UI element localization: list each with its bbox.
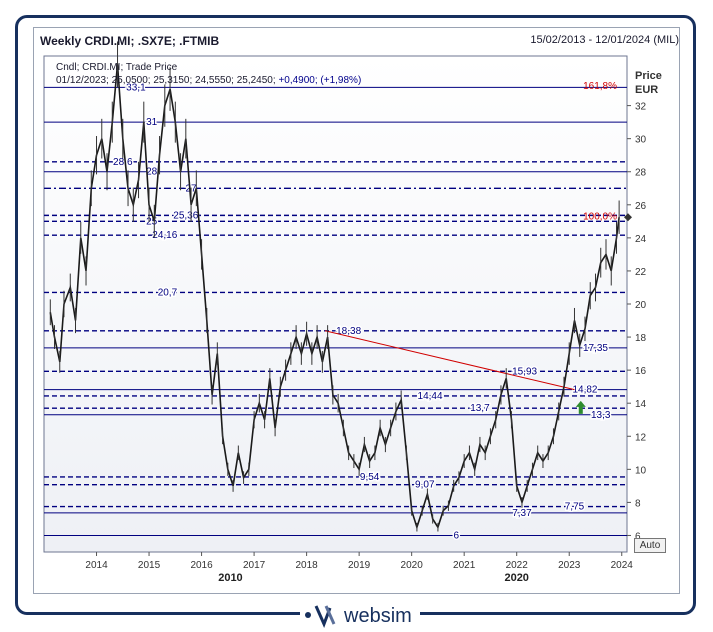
y-tick-label: 14 bbox=[635, 399, 647, 410]
x-tick-label: 2024 bbox=[611, 560, 634, 571]
y-tick-label: 18 bbox=[635, 333, 647, 344]
fibonacci-label: 100,0% bbox=[583, 212, 617, 223]
level-label: 17,35 bbox=[583, 343, 608, 354]
level-label: 28 bbox=[146, 167, 158, 178]
price-label: Price bbox=[635, 70, 662, 82]
y-tick-label: 8 bbox=[635, 498, 641, 509]
level-label: 31 bbox=[146, 117, 158, 128]
x-tick-label: 2020 bbox=[401, 560, 424, 571]
level-label: 25,36 bbox=[173, 210, 198, 221]
y-tick-label: 32 bbox=[635, 102, 647, 113]
legend-values: 25,0500; 25,3150; 24,5550; 25,2450; bbox=[111, 75, 276, 86]
websim-logo: websim bbox=[300, 600, 420, 630]
y-tick-label: 10 bbox=[635, 465, 647, 476]
y-tick-label: 22 bbox=[635, 267, 647, 278]
level-label: 13,3 bbox=[591, 410, 611, 421]
level-label: 14,44 bbox=[418, 391, 443, 402]
x-tick-label: 2015 bbox=[138, 560, 161, 571]
x-tick-label: 2023 bbox=[558, 560, 581, 571]
level-label: 9,07 bbox=[415, 480, 435, 491]
y-tick-label: 16 bbox=[635, 366, 647, 377]
level-label: 28,6 bbox=[113, 157, 133, 168]
level-label: 20,7 bbox=[158, 287, 178, 298]
level-label: 14,82 bbox=[572, 385, 597, 396]
last-price-marker bbox=[624, 213, 632, 222]
level-label: 7,75 bbox=[565, 502, 585, 513]
legend-date: 01/12/2023; bbox=[56, 75, 109, 86]
y-tick-label: 20 bbox=[635, 300, 647, 311]
level-label: 6 bbox=[454, 530, 460, 541]
level-label: 24,16 bbox=[152, 230, 177, 241]
x-tick-label: 2022 bbox=[506, 560, 529, 571]
up-arrow-icon bbox=[575, 400, 586, 414]
fibonacci-label: 161,8% bbox=[583, 81, 617, 92]
price-axis-label: Price EUR bbox=[635, 69, 662, 97]
websim-logo-text: websim bbox=[344, 605, 412, 627]
date-range: 15/02/2013 - 12/01/2024 (MIL) bbox=[530, 34, 679, 46]
auto-scale-button[interactable]: Auto bbox=[634, 538, 666, 553]
x-decade-label: 2010 bbox=[218, 572, 242, 584]
y-tick-label: 28 bbox=[635, 168, 647, 179]
level-label: 25 bbox=[146, 216, 158, 227]
x-tick-label: 2018 bbox=[295, 560, 318, 571]
legend-series: Cndl; CRDI.MI; Trade Price bbox=[56, 62, 178, 73]
currency-label: EUR bbox=[635, 84, 659, 96]
level-label: 7,37 bbox=[512, 508, 532, 519]
y-tick-label: 24 bbox=[635, 234, 647, 245]
x-tick-label: 2019 bbox=[348, 560, 371, 571]
level-label: 15,93 bbox=[512, 366, 537, 377]
x-tick-label: 2017 bbox=[243, 560, 266, 571]
x-decade-label: 2020 bbox=[504, 572, 528, 584]
y-tick-label: 26 bbox=[635, 201, 647, 212]
price-series-line bbox=[49, 64, 620, 530]
legend-change: +0,4900; (+1,98%) bbox=[278, 75, 362, 86]
chart-title: Weekly CRDI.MI; .SX7E; .FTMIB bbox=[40, 34, 220, 48]
level-label: 9,54 bbox=[360, 472, 380, 483]
x-tick-label: 2014 bbox=[85, 560, 108, 571]
y-tick-label: 6 bbox=[635, 531, 641, 542]
x-tick-label: 2016 bbox=[190, 560, 213, 571]
y-tick-label: 30 bbox=[635, 135, 647, 146]
trendline bbox=[324, 330, 575, 391]
x-tick-label: 2021 bbox=[453, 560, 476, 571]
level-label: 33,1 bbox=[126, 82, 146, 93]
websim-logo-icon bbox=[305, 605, 336, 628]
level-label: 18,38 bbox=[336, 326, 361, 337]
y-tick-label: 12 bbox=[635, 432, 647, 443]
legend-ohlc: 01/12/2023; 25,0500; 25,3150; 24,5550; 2… bbox=[56, 75, 361, 86]
plot-background bbox=[43, 55, 628, 553]
level-label: 13,7 bbox=[470, 403, 490, 414]
